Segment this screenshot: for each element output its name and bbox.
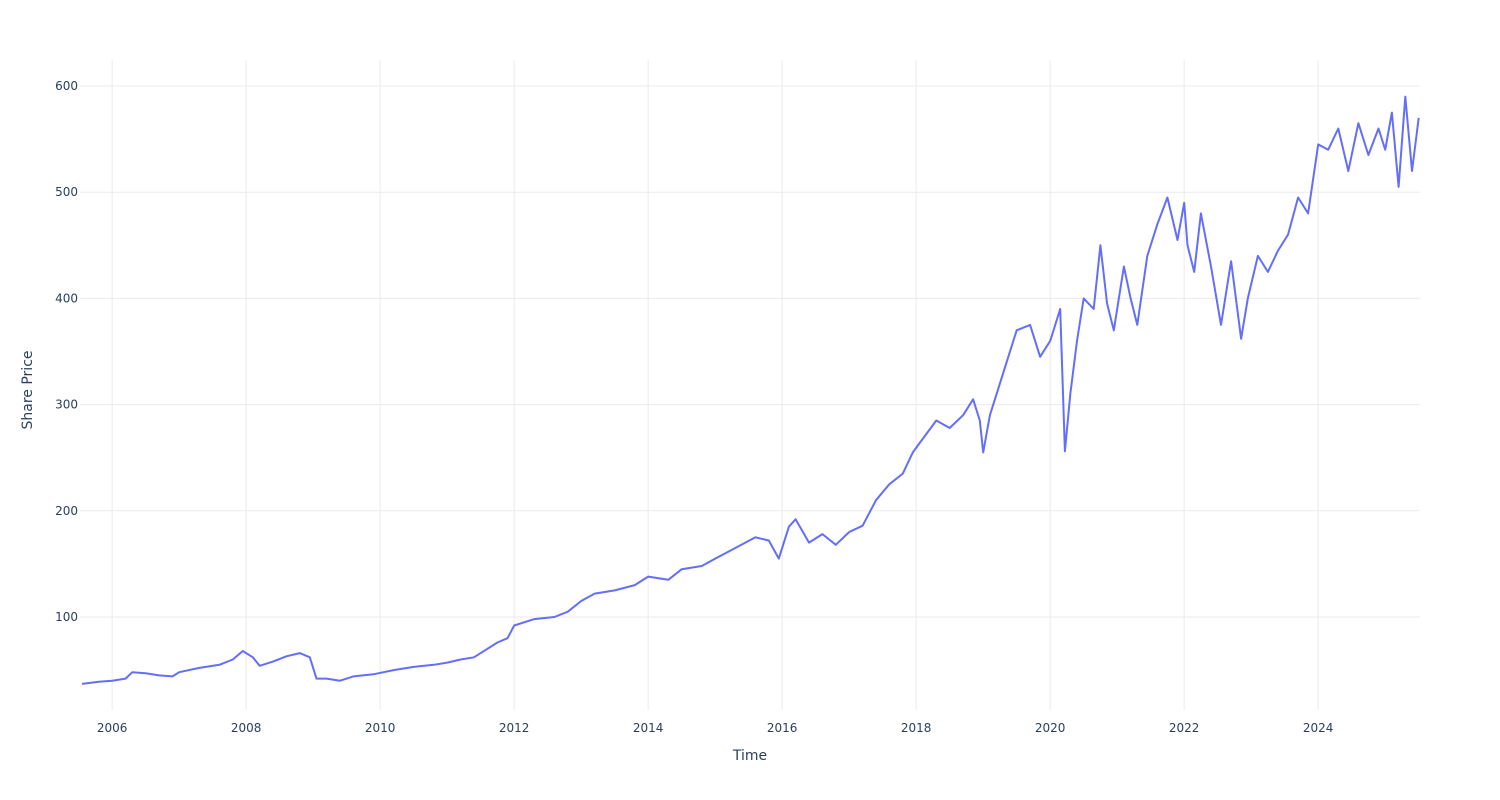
y-axis-title: Share Price: [20, 350, 36, 429]
y-tick-label: 300: [55, 398, 78, 412]
x-tick-label: 2008: [231, 721, 262, 735]
x-tick-label: 2012: [499, 721, 530, 735]
x-tick-label: 2014: [633, 721, 664, 735]
y-tick-label: 400: [55, 291, 78, 305]
x-tick-label: 2006: [97, 721, 128, 735]
y-tick-label: 500: [55, 185, 78, 199]
x-tick-label: 2024: [1303, 721, 1334, 735]
y-tick-label: 200: [55, 504, 78, 518]
x-tick-label: 2018: [901, 721, 932, 735]
y-tick-label: 600: [55, 79, 78, 93]
y-tick-label: 100: [55, 610, 78, 624]
x-tick-label: 2016: [767, 721, 798, 735]
x-axis-title: Time: [732, 748, 767, 764]
x-tick-label: 2020: [1035, 721, 1066, 735]
x-tick-label: 2010: [365, 721, 396, 735]
price-line: [81, 95, 1420, 685]
x-tick-label: 2022: [1169, 721, 1200, 735]
